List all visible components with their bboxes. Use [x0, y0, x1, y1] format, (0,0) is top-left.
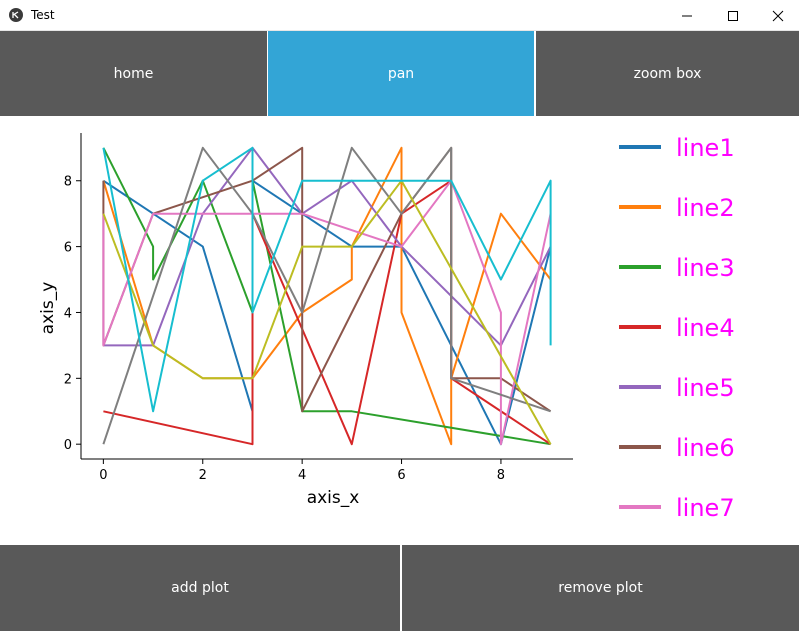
x-axis-label: axis_x — [307, 488, 360, 508]
series-line4 — [103, 179, 552, 446]
x-tick-label: 0 — [99, 468, 107, 483]
home-button[interactable]: home — [0, 31, 267, 116]
y-tick-label: 4 — [64, 306, 72, 321]
series-line6 — [102, 146, 552, 413]
app-icon — [9, 8, 23, 22]
zoom-box-button[interactable]: zoom box — [536, 31, 799, 116]
plot-area[interactable]: 0 2 4 6 8 0 2 4 6 8 axis_x axis_y line1 line2 line3 lin… — [0, 117, 799, 545]
series-line9 — [102, 179, 552, 445]
close-icon — [772, 10, 784, 21]
x-tick-label: 2 — [199, 468, 207, 483]
legend-label-line1: line1 — [676, 134, 735, 162]
legend-label-line5: line5 — [676, 374, 735, 402]
remove-plot-button[interactable]: remove plot — [402, 545, 799, 631]
legend-label-line6: line6 — [676, 434, 735, 462]
x-tick-label: 8 — [497, 468, 505, 483]
maximize-icon — [728, 10, 738, 21]
maximize-button[interactable] — [710, 0, 756, 31]
y-tick-label: 8 — [64, 175, 72, 190]
y-tick-label: 2 — [64, 372, 72, 387]
line-chart[interactable]: 0 2 4 6 8 0 2 4 6 8 axis_x axis_y line1 line2 line3 lin… — [0, 117, 799, 545]
legend-label-line2: line2 — [676, 194, 735, 222]
legend-label-line3: line3 — [676, 254, 735, 282]
window-titlebar: Test — [0, 0, 799, 31]
x-tick-label: 6 — [397, 468, 405, 483]
add-plot-button[interactable]: add plot — [0, 545, 400, 631]
y-tick-label: 6 — [64, 241, 72, 256]
pan-button[interactable]: pan — [268, 31, 534, 116]
window-title: Test — [31, 8, 55, 22]
minimize-button[interactable] — [664, 0, 710, 31]
y-axis-label: axis_y — [38, 282, 58, 335]
series-line10 — [102, 146, 552, 413]
legend-label-line7: line7 — [676, 494, 735, 522]
close-button[interactable] — [755, 0, 799, 31]
legend-label-line4: line4 — [676, 314, 735, 342]
y-tick-label: 0 — [64, 438, 72, 453]
series-line1 — [102, 179, 552, 446]
minimize-icon — [682, 15, 692, 16]
series-line7 — [102, 179, 552, 446]
x-tick-label: 4 — [298, 468, 306, 483]
